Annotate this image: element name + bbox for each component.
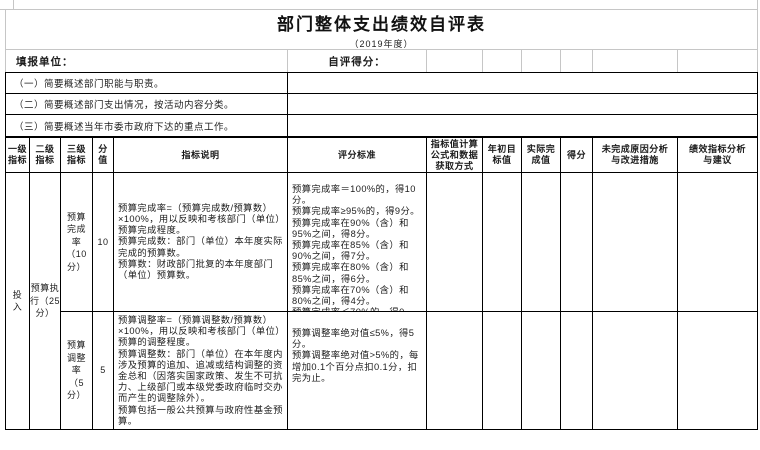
info-row: 填报单位： 自评得分： <box>5 50 758 72</box>
grid-corner-vertical-line <box>13 0 14 9</box>
header-unfinished-analysis: 未完成原因分析 与改进措施 <box>593 138 678 173</box>
row1-target-cell[interactable] <box>483 173 522 312</box>
overview-row-3: （三）简要概述当年市委市政府下达的重点工作。 <box>6 115 758 137</box>
overview-content-cell-1[interactable] <box>288 73 758 94</box>
overview-label-2: （二）简要概述部门支出情况，按活动内容分类。 <box>6 94 288 115</box>
info-empty-cell-3[interactable] <box>522 50 561 72</box>
grid-corner-horizontal-line <box>0 9 6 10</box>
row2-score-cell[interactable] <box>561 312 593 430</box>
row1-suggestion-cell[interactable] <box>678 173 758 312</box>
header-scoring-criteria: 评分标准 <box>288 138 427 173</box>
row1-actual-cell[interactable] <box>522 173 561 312</box>
overview-text-3: （三）简要概述当年市委市政府下达的重点工作。 <box>14 121 235 133</box>
header-initial-target: 年初目 标值 <box>483 138 522 173</box>
info-empty-cell-6[interactable] <box>678 50 758 72</box>
title-year: （2019年度） <box>349 38 414 49</box>
overview-row-2: （二）简要概述部门支出情况，按活动内容分类。 <box>6 94 758 115</box>
header-indicator-description: 指标说明 <box>114 138 288 173</box>
row2-suggestion-cell[interactable] <box>678 312 758 430</box>
title-block: 部门整体支出绩效自评表 （2019年度） <box>5 9 758 50</box>
header-formula-method: 指标值计算 公式和数据 获取方式 <box>427 138 483 173</box>
overview-content-cell-3[interactable] <box>288 115 758 137</box>
overview-content-cell-2[interactable] <box>288 94 758 115</box>
indicator-table: 一级 指标 二级 指标 三级 指标 分 值 指标说明 评分标准 指标值计算 公式… <box>5 136 758 430</box>
page-title: 部门整体支出绩效自评表 <box>277 14 486 34</box>
header-score-value: 分 值 <box>93 138 114 173</box>
info-empty-cell-5[interactable] <box>593 50 678 72</box>
row1-level3-cell: 预算 完成 率 （10 分） <box>61 173 93 312</box>
row1-formula-cell[interactable] <box>427 173 483 312</box>
level2-indicator-cell: 预算执 行（25 分） <box>30 173 61 430</box>
row2-level3-cell: 预算 调整 率 （5 分） <box>61 312 93 430</box>
row2-formula-cell[interactable] <box>427 312 483 430</box>
self-score-text: 自评得分： <box>328 55 386 68</box>
info-empty-cell-4[interactable] <box>561 50 593 72</box>
row1-score-value-cell: 10 <box>93 173 114 312</box>
reporting-unit-label: 填报单位： <box>6 50 288 72</box>
header-level2-indicator: 二级 指标 <box>30 138 61 173</box>
row2-actual-cell[interactable] <box>522 312 561 430</box>
self-score-label: 自评得分： <box>288 50 427 72</box>
row2-score-value-cell: 5 <box>93 312 114 430</box>
row1-description-cell: 预算完成率=（预算完成数/预算数）×100%，用以反映和考核部门（单位）预算完成… <box>114 173 288 312</box>
overview-section: （一）简要概述部门职能与职责。 （二）简要概述部门支出情况，按活动内容分类。 （… <box>5 72 758 137</box>
info-empty-cell-1[interactable] <box>427 50 483 72</box>
row1-criteria-cell: 预算完成率＝100%的，得10分。 预算完成率≥95%的，得9分。 预算完成率在… <box>288 173 427 312</box>
header-score: 得分 <box>561 138 593 173</box>
level1-indicator-cell: 投 入 <box>6 173 30 430</box>
reporting-unit-text: 填报单位： <box>16 55 74 68</box>
row1-score-cell[interactable] <box>561 173 593 312</box>
grid-right-vertical-line <box>757 0 758 9</box>
overview-row-1: （一）简要概述部门职能与职责。 <box>6 73 758 94</box>
row2-target-cell[interactable] <box>483 312 522 430</box>
header-level1-indicator: 一级 指标 <box>6 138 30 173</box>
row1-unfinished-analysis-cell[interactable] <box>593 173 678 312</box>
overview-label-3: （三）简要概述当年市委市政府下达的重点工作。 <box>6 115 288 137</box>
header-indicator-suggestion: 绩效指标分析 与建议 <box>678 138 758 173</box>
row2-criteria-cell: 预算调整率绝对值≤5%，得5分。 预算调整率绝对值>5%的，每增加0.1个百分点… <box>288 312 427 430</box>
header-level3-indicator: 三级 指标 <box>61 138 93 173</box>
header-actual-value: 实际完 成值 <box>522 138 561 173</box>
overview-text-2: （二）简要概述部门支出情况，按活动内容分类。 <box>14 100 235 111</box>
info-empty-cell-2[interactable] <box>483 50 522 72</box>
overview-text-1: （一）简要概述部门职能与职责。 <box>14 79 165 90</box>
overview-label-1: （一）简要概述部门职能与职责。 <box>6 73 288 94</box>
row2-unfinished-analysis-cell[interactable] <box>593 312 678 430</box>
row2-description-cell: 预算调整率=（预算调整数/预算数）×100%，用以反映和考核部门（单位）预算的调… <box>114 312 288 430</box>
row1-description-text: 预算完成率=（预算完成数/预算数）×100%，用以反映和考核部门（单位）预算完成… <box>118 202 283 280</box>
